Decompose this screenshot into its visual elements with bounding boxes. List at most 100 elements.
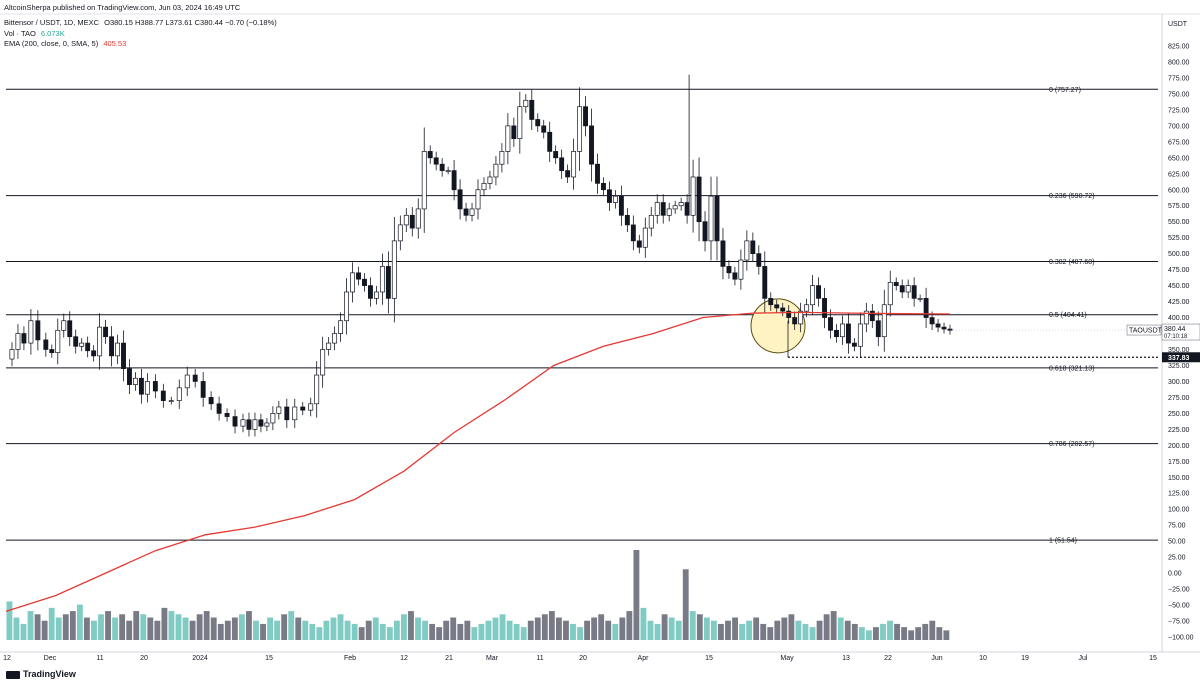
- volume-bar: [873, 627, 879, 640]
- y-tick-label: 25.00: [1168, 555, 1186, 562]
- published-line: AltcoinSherpa published on TradingView.c…: [4, 3, 243, 12]
- volume-bar: [246, 611, 252, 640]
- volume-bar: [612, 623, 619, 640]
- candle-body: [798, 310, 804, 325]
- candle-body: [493, 163, 499, 178]
- volume-bar: [668, 617, 675, 640]
- volume-bar: [499, 614, 506, 640]
- volume-bar: [837, 617, 844, 640]
- y-tick-label: 50.00: [1168, 539, 1186, 546]
- volume-bar: [69, 611, 76, 640]
- y-tick-label: 450.00: [1168, 283, 1190, 290]
- volume-bar: [478, 623, 485, 640]
- volume-bar: [34, 614, 41, 640]
- volume-bar: [591, 617, 598, 640]
- volume-bar: [753, 617, 760, 640]
- candle-body: [379, 266, 385, 293]
- candle-body: [642, 227, 648, 248]
- candle-body: [708, 195, 714, 242]
- candle-body: [529, 99, 535, 120]
- candle-body: [463, 208, 469, 216]
- candle-body: [834, 329, 839, 338]
- volume-bar: [457, 623, 464, 640]
- candle-body: [270, 413, 276, 424]
- y-tick-label: 325.00: [1168, 363, 1190, 370]
- candle-body: [192, 374, 198, 382]
- volume-bar: [718, 623, 724, 640]
- candle-body: [232, 416, 238, 427]
- candle-body: [258, 419, 264, 427]
- candle-body: [216, 403, 222, 414]
- volume-bar: [858, 627, 865, 640]
- y-tick-label: 200.00: [1168, 443, 1190, 450]
- volume-bar: [577, 627, 583, 640]
- volume-bar: [943, 630, 950, 640]
- candle-body: [264, 422, 270, 427]
- candle-body: [9, 349, 15, 360]
- candle-body: [547, 131, 553, 152]
- volume-bar: [161, 607, 168, 640]
- candle-body: [487, 176, 493, 184]
- candle-body: [935, 323, 941, 328]
- volume-bar: [626, 611, 633, 640]
- candle-body: [127, 368, 132, 385]
- volume-bar: [429, 623, 436, 640]
- volume-bar: [302, 620, 309, 640]
- ema-value: 405.53: [103, 39, 127, 48]
- volume-bar: [830, 611, 837, 640]
- candle-body: [276, 406, 282, 414]
- volume-bar: [83, 617, 90, 640]
- candle-body: [624, 214, 630, 226]
- fib-level-label: 0.786 (202.57): [1049, 441, 1095, 448]
- volume-bar: [182, 617, 189, 640]
- candle-body: [35, 320, 41, 341]
- candle-body: [684, 202, 690, 216]
- volume-bar: [605, 620, 612, 640]
- brand-text: TradingView: [23, 669, 76, 679]
- fib-level-label: 1 (51.54): [1049, 538, 1077, 545]
- volume-bar: [105, 611, 111, 640]
- candle-body: [133, 377, 138, 385]
- volume-bar: [55, 617, 62, 640]
- candle-body: [648, 214, 654, 229]
- candle-body: [97, 326, 103, 357]
- volume-bar: [739, 623, 746, 640]
- volume-bar: [823, 614, 830, 640]
- volume-bar: [527, 620, 534, 640]
- volume-bar: [696, 614, 703, 640]
- x-tick-label: 2024: [192, 655, 208, 662]
- x-tick-label: 10: [979, 655, 987, 662]
- volume-bar: [126, 620, 133, 640]
- candle-body: [571, 151, 577, 178]
- volume-bar: [6, 601, 13, 640]
- volume-bar: [633, 550, 640, 640]
- candle-body: [851, 342, 857, 347]
- volume-bar: [358, 627, 365, 640]
- candle-body: [499, 151, 505, 165]
- volume-bar: [238, 614, 245, 640]
- y-tick-label: 150.00: [1168, 475, 1190, 482]
- volume-bar: [62, 614, 69, 640]
- candle-body: [726, 266, 732, 274]
- candle-body: [320, 349, 326, 376]
- symbol-tag: TAOUSDT: [1129, 328, 1163, 335]
- volume-bar: [760, 623, 767, 640]
- candle-body: [391, 240, 397, 299]
- candle-body: [49, 349, 55, 354]
- candle-body: [517, 106, 523, 139]
- x-tick-label: 13: [842, 655, 850, 662]
- y-tick-label: −25.00: [1168, 587, 1190, 594]
- volume-bar: [894, 623, 900, 640]
- symbol-line: Bittensor / USDT, 1D, MEXC O380.15 H388.…: [4, 18, 280, 27]
- volume-bar: [492, 617, 499, 640]
- y-tick-label: −75.00: [1168, 619, 1190, 626]
- candle-body: [439, 163, 445, 171]
- volume-bar: [767, 627, 774, 640]
- volume-bar: [908, 630, 915, 640]
- volume-bar: [154, 620, 161, 640]
- x-tick-label: Jun: [931, 655, 942, 662]
- candle-body: [678, 202, 684, 207]
- candle-body: [589, 125, 594, 165]
- volume-bar: [210, 617, 217, 640]
